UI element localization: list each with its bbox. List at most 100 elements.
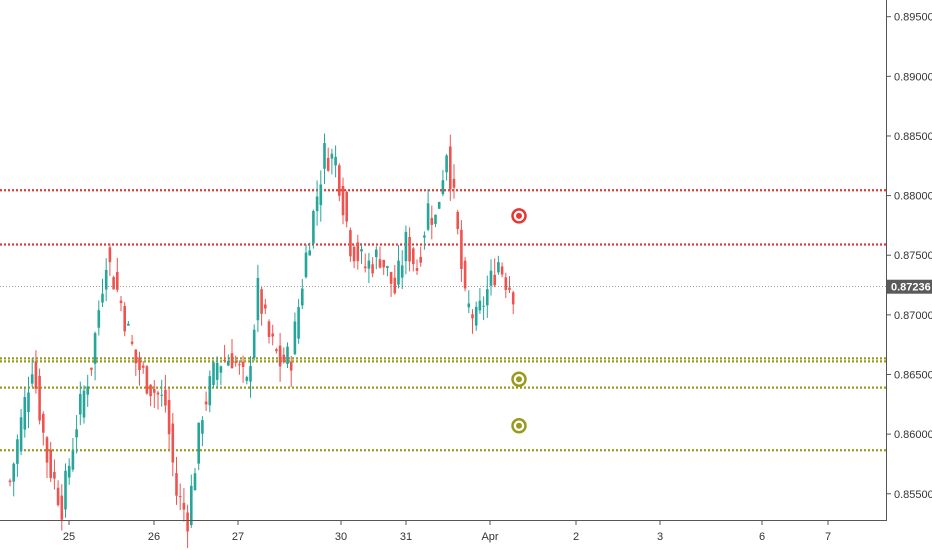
candle-body bbox=[356, 242, 360, 262]
candle-body bbox=[275, 349, 278, 352]
candle-body bbox=[30, 374, 34, 384]
candle-body bbox=[419, 256, 422, 263]
price-tick-label: 0.89000 bbox=[894, 71, 932, 83]
candle-body bbox=[60, 495, 64, 520]
candle-body bbox=[437, 201, 441, 209]
candle-body bbox=[474, 306, 478, 326]
candle-body bbox=[304, 252, 308, 278]
candle-body bbox=[367, 260, 371, 269]
candle-body bbox=[486, 289, 489, 306]
candle-body bbox=[400, 265, 404, 278]
candle-body bbox=[182, 502, 186, 510]
price-tick-label: 0.87500 bbox=[894, 250, 932, 262]
candle-body bbox=[197, 422, 200, 464]
price-axis[interactable]: 0.85500 0.86000 0.86500 0.87000 0.87500 0.880… bbox=[886, 0, 932, 521]
candle-body bbox=[297, 307, 300, 339]
candle-body bbox=[201, 420, 204, 434]
candle-body bbox=[127, 323, 130, 326]
candle-body bbox=[153, 389, 156, 393]
time-tick-label: 6 bbox=[759, 531, 765, 543]
candle-body bbox=[352, 246, 356, 262]
candle-body bbox=[42, 413, 45, 433]
candle-body bbox=[378, 259, 382, 268]
time-tick-label: 26 bbox=[148, 531, 160, 543]
candle-body bbox=[56, 487, 60, 506]
candle-body bbox=[238, 364, 241, 366]
candle-body bbox=[497, 262, 500, 273]
time-tick-label: 27 bbox=[232, 531, 244, 543]
last-price-label: 0.87236 bbox=[891, 282, 931, 294]
price-tick-label: 0.87000 bbox=[894, 310, 932, 322]
candlestick-series bbox=[8, 133, 515, 549]
candle-body bbox=[19, 417, 23, 452]
candle-body bbox=[341, 185, 345, 216]
candle-body bbox=[349, 230, 352, 257]
time-tick-label: 7 bbox=[825, 531, 831, 543]
candle-body bbox=[382, 259, 385, 268]
time-tick-label: 3 bbox=[657, 531, 663, 543]
candle-body bbox=[204, 401, 208, 405]
candle-body bbox=[156, 392, 160, 395]
candle-body bbox=[441, 180, 445, 195]
candle-body bbox=[449, 146, 452, 190]
candle-body bbox=[12, 463, 15, 482]
candle-body bbox=[230, 353, 234, 369]
target-icon-center bbox=[516, 376, 522, 383]
last-price-badge-box bbox=[887, 279, 932, 294]
candle-body bbox=[330, 153, 334, 159]
candle-body bbox=[375, 249, 378, 258]
candle-body bbox=[149, 384, 152, 397]
candle-body bbox=[171, 423, 175, 463]
candle-body bbox=[119, 300, 123, 304]
candle-body bbox=[256, 277, 260, 321]
candle-body bbox=[97, 310, 101, 328]
candle-body bbox=[219, 366, 223, 373]
candle-body bbox=[267, 321, 271, 337]
candle-body bbox=[278, 345, 282, 367]
time-tick-label: 2 bbox=[573, 531, 579, 543]
candle-body bbox=[386, 266, 389, 269]
candle-body bbox=[301, 288, 304, 306]
candle-body bbox=[264, 304, 267, 309]
candle-body bbox=[445, 155, 448, 173]
candle-body bbox=[90, 367, 93, 370]
candle-body bbox=[463, 260, 467, 289]
target-icon-center bbox=[516, 212, 522, 219]
candle-body bbox=[138, 357, 141, 371]
candle-body bbox=[345, 192, 348, 222]
candle-body bbox=[312, 210, 315, 244]
time-tick-label: 25 bbox=[63, 531, 75, 543]
target-icon[interactable] bbox=[511, 418, 527, 434]
candle-body bbox=[493, 274, 496, 286]
candle-body bbox=[175, 473, 178, 496]
time-axis[interactable]: 25 26 27 30 31 Apr 2 3 6 7 bbox=[0, 520, 886, 543]
target-icon[interactable] bbox=[511, 371, 527, 388]
candle-body bbox=[223, 359, 226, 361]
time-tick-label: 31 bbox=[400, 531, 412, 543]
candle-body bbox=[245, 377, 249, 381]
candle-body bbox=[404, 231, 408, 262]
candle-body bbox=[241, 361, 245, 367]
candle-body bbox=[511, 292, 515, 305]
candle-body bbox=[293, 321, 297, 355]
price-tick-label: 0.86000 bbox=[894, 429, 932, 441]
candle-body bbox=[123, 306, 126, 332]
candle-body bbox=[478, 300, 482, 311]
candle-body bbox=[167, 399, 171, 435]
candle-body bbox=[360, 249, 363, 252]
target-icon[interactable] bbox=[511, 208, 527, 224]
candle-body bbox=[249, 365, 252, 382]
candle-body bbox=[23, 396, 27, 430]
candle-body bbox=[145, 366, 149, 394]
candle-body bbox=[164, 389, 167, 406]
price-tick-label: 0.88000 bbox=[894, 191, 932, 203]
last-price-badge: 0.87236 bbox=[887, 279, 932, 294]
candle-body bbox=[326, 157, 330, 171]
candle-body bbox=[271, 333, 274, 337]
candle-body bbox=[190, 485, 193, 526]
candle-body bbox=[319, 184, 323, 206]
candle-body bbox=[53, 472, 56, 479]
candle-body bbox=[134, 349, 138, 364]
candle-body bbox=[208, 376, 212, 406]
